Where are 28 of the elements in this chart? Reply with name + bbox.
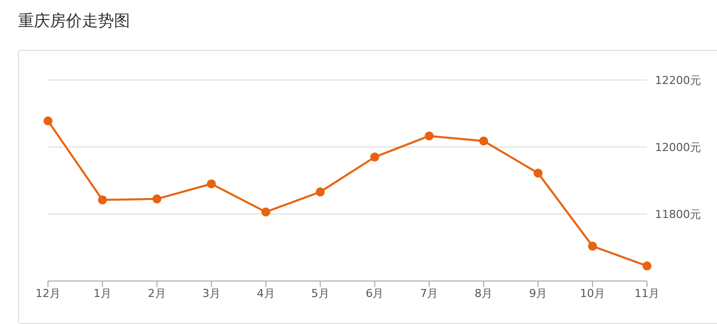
x-tick-label: 9月 <box>529 286 548 300</box>
x-tick-label: 8月 <box>474 286 493 300</box>
x-tick-label: 12月 <box>36 286 60 300</box>
x-tick-label: 2月 <box>148 286 166 300</box>
point <box>152 194 162 204</box>
point <box>44 116 52 126</box>
point <box>479 136 488 146</box>
x-tick-label: 3月 <box>202 286 220 300</box>
x-tick-label: 11月 <box>634 286 660 300</box>
point <box>642 261 652 270</box>
point <box>588 242 598 251</box>
y-tick-label: 11800元 <box>655 208 701 221</box>
y-tick-label: 12200元 <box>655 74 701 87</box>
chart-title: 重庆房价走势图 <box>17 10 131 32</box>
point <box>98 195 107 204</box>
x-tick-label: 10月 <box>580 286 606 300</box>
y-tick-label: 12000元 <box>655 140 701 154</box>
x-tick-label: 5月 <box>311 286 330 300</box>
point <box>534 168 543 178</box>
x-tick-label: 4月 <box>256 286 275 300</box>
x-tick-label: 1月 <box>93 286 112 300</box>
point <box>370 152 380 162</box>
x-tick-label: 7月 <box>420 286 438 300</box>
point <box>424 131 434 140</box>
point <box>261 207 270 216</box>
point <box>316 187 325 196</box>
x-tick-label: 6月 <box>366 286 384 300</box>
point <box>206 179 216 188</box>
